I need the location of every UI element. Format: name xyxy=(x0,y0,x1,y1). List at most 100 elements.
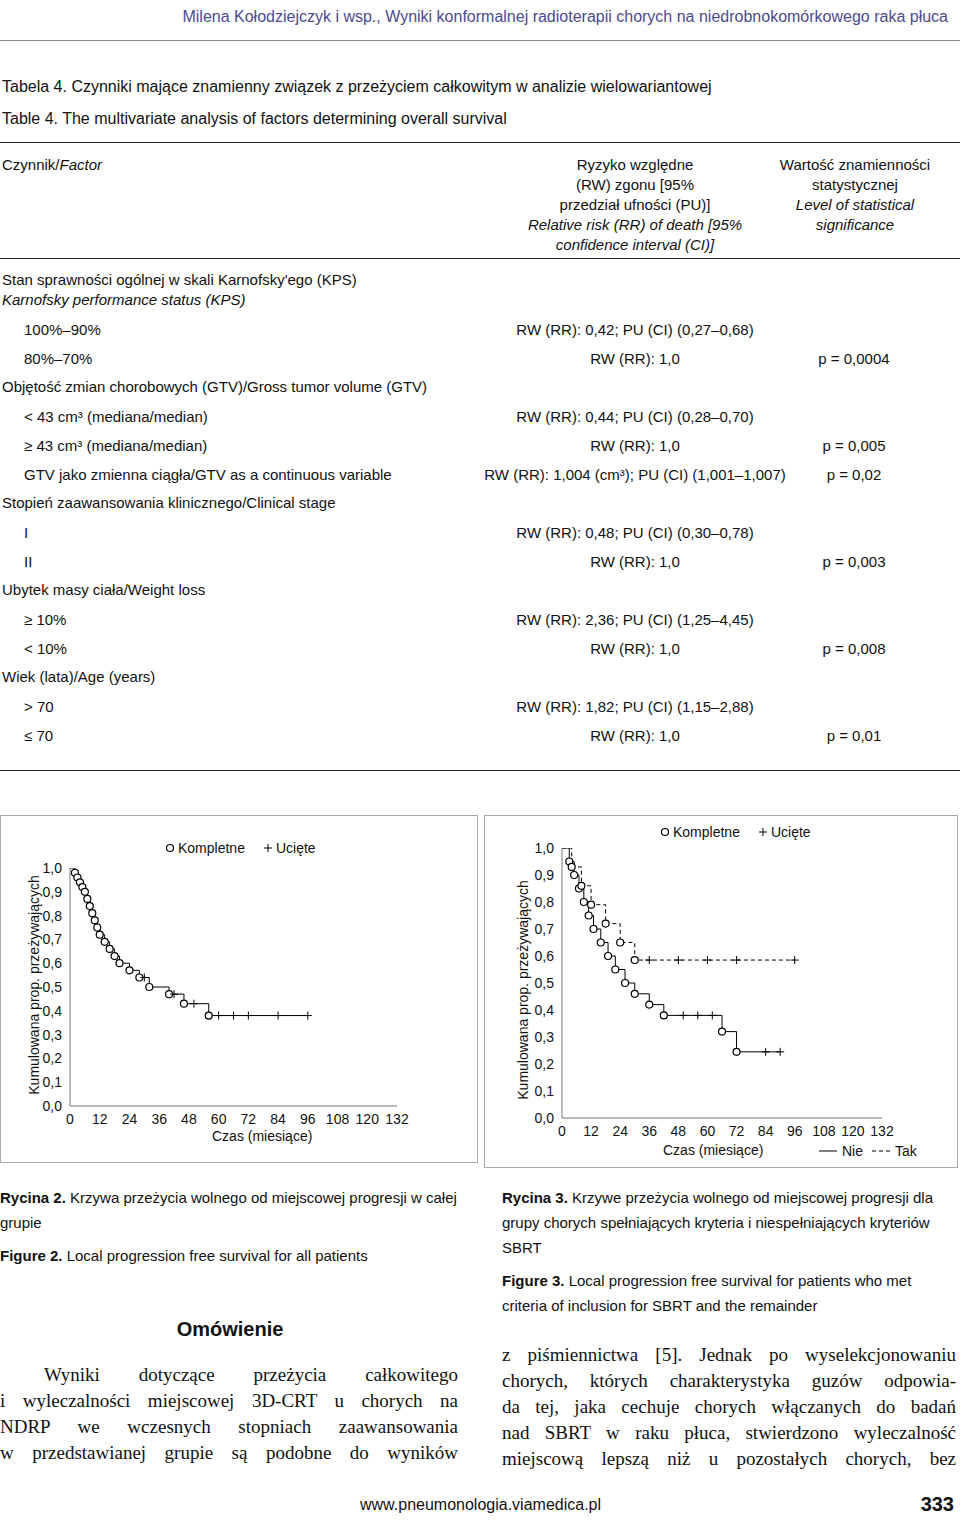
html-text:Omówienie: Omówienie xyxy=(176,1318,284,1340)
svg-text:0,2: 0,2 xyxy=(43,1050,63,1066)
svg-text:108: 108 xyxy=(326,1111,350,1127)
svg-text:0,4: 0,4 xyxy=(43,1003,63,1019)
svg-text:1,0: 1,0 xyxy=(43,860,63,876)
html-text:Rycina 3. Krzywe przeżycia wol: Rycina 3. Krzywe przeżycia wolnego od mi… xyxy=(502,1189,933,1256)
html-text:Figure 3. Local progression fr: Figure 3. Local progression free surviva… xyxy=(502,1272,912,1314)
svg-text:0: 0 xyxy=(66,1111,74,1127)
html-text:333: 333 xyxy=(920,1493,954,1515)
html-text:≥ 43 cm³ (mediana/median): ≥ 43 cm³ (mediana/median) xyxy=(24,437,208,454)
html-text:RW (RR): 1,0: RW (RR): 1,0 xyxy=(590,437,680,454)
html-text:chorych, których charakterysty: chorych, których charakterystyka guzów o… xyxy=(502,1370,956,1391)
html-text:confidence interval (CI)]: confidence interval (CI)] xyxy=(555,236,715,253)
svg-text:132: 132 xyxy=(870,1123,894,1139)
html-text:p = 0,003: p = 0,003 xyxy=(822,553,886,570)
svg-text:0,0: 0,0 xyxy=(535,1110,555,1126)
html-text:nad SBRT w raku płuca, stwierd: nad SBRT w raku płuca, stwierdzono wylec… xyxy=(502,1422,956,1443)
html-text:Stan sprawności ogólnej w skal: Stan sprawności ogólnej w skali Karnofsk… xyxy=(2,271,357,288)
svg-text:0,9: 0,9 xyxy=(535,867,555,883)
html-text:RW (RR): 1,0: RW (RR): 1,0 xyxy=(590,350,680,367)
svg-text:60: 60 xyxy=(211,1111,227,1127)
svg-text:48: 48 xyxy=(181,1111,197,1127)
html-text:RW (RR): 0,42; PU (CI) (0,27–0: RW (RR): 0,42; PU (CI) (0,27–0,68) xyxy=(516,321,754,338)
html-text:Stopień zaawansowania kliniczn: Stopień zaawansowania klinicznego/Clinic… xyxy=(2,494,336,511)
html-text:Wiek (lata)/Age (years): Wiek (lata)/Age (years) xyxy=(2,668,156,685)
svg-text:96: 96 xyxy=(787,1123,803,1139)
svg-text:0,5: 0,5 xyxy=(43,979,63,995)
svg-text:0,5: 0,5 xyxy=(535,975,555,991)
html-text:Wyniki dotyczące przeżycia cał: Wyniki dotyczące przeżycia całkowitego xyxy=(44,1364,458,1385)
svg-text:108: 108 xyxy=(812,1123,836,1139)
html-text:Wartość znamienności: Wartość znamienności xyxy=(779,156,931,173)
html-text:p = 0,008: p = 0,008 xyxy=(822,640,886,657)
svg-text:0,0: 0,0 xyxy=(43,1098,63,1114)
html-text:(RW) zgonu [95%: (RW) zgonu [95% xyxy=(575,176,694,193)
html-text:Objętość zmian chorobowych (GT: Objętość zmian chorobowych (GTV)/Gross t… xyxy=(2,378,428,395)
svg-text:0: 0 xyxy=(558,1123,566,1139)
html-text:da tej, jaka cechuje chorych w: da tej, jaka cechuje chorych włączanych … xyxy=(502,1396,956,1417)
html-text:< 43 cm³ (mediana/median): < 43 cm³ (mediana/median) xyxy=(24,408,208,425)
html-text:p = 0,0004: p = 0,0004 xyxy=(818,350,890,367)
html-text:z piśmiennictwa [5]. Jednak po: z piśmiennictwa [5]. Jednak po wyselekcj… xyxy=(502,1344,956,1365)
svg-text:0,6: 0,6 xyxy=(535,948,555,964)
html-text:RW (RR): 1,0: RW (RR): 1,0 xyxy=(590,553,680,570)
svg-text:12: 12 xyxy=(92,1111,108,1127)
html-text:RW (RR): 2,36; PU (CI) (1,25–4: RW (RR): 2,36; PU (CI) (1,25–4,45) xyxy=(516,611,754,628)
svg-text:1,0: 1,0 xyxy=(535,840,555,856)
svg-text:48: 48 xyxy=(671,1123,687,1139)
svg-text:0,7: 0,7 xyxy=(43,931,63,947)
svg-text:0,8: 0,8 xyxy=(43,908,63,924)
html-text:i wyleczalności miejscowej 3D-: i wyleczalności miejscowej 3D-CRT u chor… xyxy=(0,1390,458,1411)
html-text:Level of statistical: Level of statistical xyxy=(795,196,915,213)
svg-text:84: 84 xyxy=(758,1123,774,1139)
svg-text:0,6: 0,6 xyxy=(43,955,63,971)
svg-text:24: 24 xyxy=(122,1111,138,1127)
html-text:RW (RR): 0,48; PU (CI) (0,30–0: RW (RR): 0,48; PU (CI) (0,30–0,78) xyxy=(516,524,754,541)
html-text:≥ 10%: ≥ 10% xyxy=(24,611,67,628)
svg-text:24: 24 xyxy=(612,1123,628,1139)
html-text:Milena Kołodziejczyk i wsp., W: Milena Kołodziejczyk i wsp., Wyniki konf… xyxy=(182,8,948,25)
html-text:miejscową lepszą niż u pozosta: miejscową lepszą niż u pozostałych chory… xyxy=(502,1448,956,1469)
svg-text:0,3: 0,3 xyxy=(43,1027,63,1043)
html-text:przedział ufności (PU)]: przedział ufności (PU)] xyxy=(559,196,711,213)
html-text:100%–90%: 100%–90% xyxy=(24,321,101,338)
svg-text:36: 36 xyxy=(151,1111,167,1127)
svg-text:0,4: 0,4 xyxy=(535,1002,555,1018)
svg-text:72: 72 xyxy=(241,1111,257,1127)
html-text:RW (RR): 1,004 (cm³); PU (CI): RW (RR): 1,004 (cm³); PU (CI) (1,001–1,0… xyxy=(484,466,786,483)
svg-text:0,9: 0,9 xyxy=(43,884,63,900)
svg-text:120: 120 xyxy=(841,1123,865,1139)
svg-text:0,7: 0,7 xyxy=(535,921,555,937)
html-text:Karnofsky performance status (: Karnofsky performance status (KPS) xyxy=(2,291,246,308)
html-text:Table 4. The multivariate anal: Table 4. The multivariate analysis of fa… xyxy=(2,110,507,127)
html-text:< 10%: < 10% xyxy=(24,640,67,657)
html-text:NDRP we wczesnych stopniach za: NDRP we wczesnych stopniach zaawansowani… xyxy=(0,1416,458,1437)
svg-text:0,1: 0,1 xyxy=(535,1083,555,1099)
html-text:significance: significance xyxy=(815,216,895,233)
svg-text:12: 12 xyxy=(583,1123,599,1139)
html-text:Czynnik/ Factor: Czynnik/ Factor xyxy=(2,156,102,173)
svg-text:0,1: 0,1 xyxy=(43,1074,63,1090)
svg-text:0,8: 0,8 xyxy=(535,894,555,910)
svg-text:0,3: 0,3 xyxy=(535,1029,555,1045)
html-text:Ryzyko względne: Ryzyko względne xyxy=(576,156,694,173)
svg-text:36: 36 xyxy=(641,1123,657,1139)
html-text:w przedstawianej grupie są pod: w przedstawianej grupie są podobne do wy… xyxy=(0,1442,458,1463)
html-text:Relative risk (RR) of death [9: Relative risk (RR) of death [95% xyxy=(527,216,743,233)
svg-text:132: 132 xyxy=(385,1111,409,1127)
html-text:Ubytek masy ciała/Weight loss: Ubytek masy ciała/Weight loss xyxy=(2,581,206,598)
html-text:80%–70%: 80%–70% xyxy=(24,350,93,367)
svg-text:0,2: 0,2 xyxy=(535,1056,555,1072)
html-text:statystycznej: statystycznej xyxy=(812,176,898,193)
svg-text:60: 60 xyxy=(700,1123,716,1139)
html-text:RW (RR): 1,0: RW (RR): 1,0 xyxy=(590,640,680,657)
html-text:Rycina 2. Krzywa przeżycia wol: Rycina 2. Krzywa przeżycia wolnego od mi… xyxy=(0,1189,457,1231)
html-text:GTV jako zmienna ciągła/GTV as: GTV jako zmienna ciągła/GTV as a continu… xyxy=(24,466,392,483)
html-text:p = 0,02: p = 0,02 xyxy=(826,466,882,483)
html-text:RW (RR): 0,44; PU (CI) (0,28–0: RW (RR): 0,44; PU (CI) (0,28–0,70) xyxy=(516,408,754,425)
svg-text:72: 72 xyxy=(729,1123,745,1139)
svg-text:96: 96 xyxy=(300,1111,316,1127)
html-text:Tabela 4. Czynniki mające znam: Tabela 4. Czynniki mające znamienny zwią… xyxy=(2,78,712,95)
html-text:p = 0,005: p = 0,005 xyxy=(822,437,886,454)
svg-text:84: 84 xyxy=(270,1111,286,1127)
svg-text:120: 120 xyxy=(356,1111,380,1127)
